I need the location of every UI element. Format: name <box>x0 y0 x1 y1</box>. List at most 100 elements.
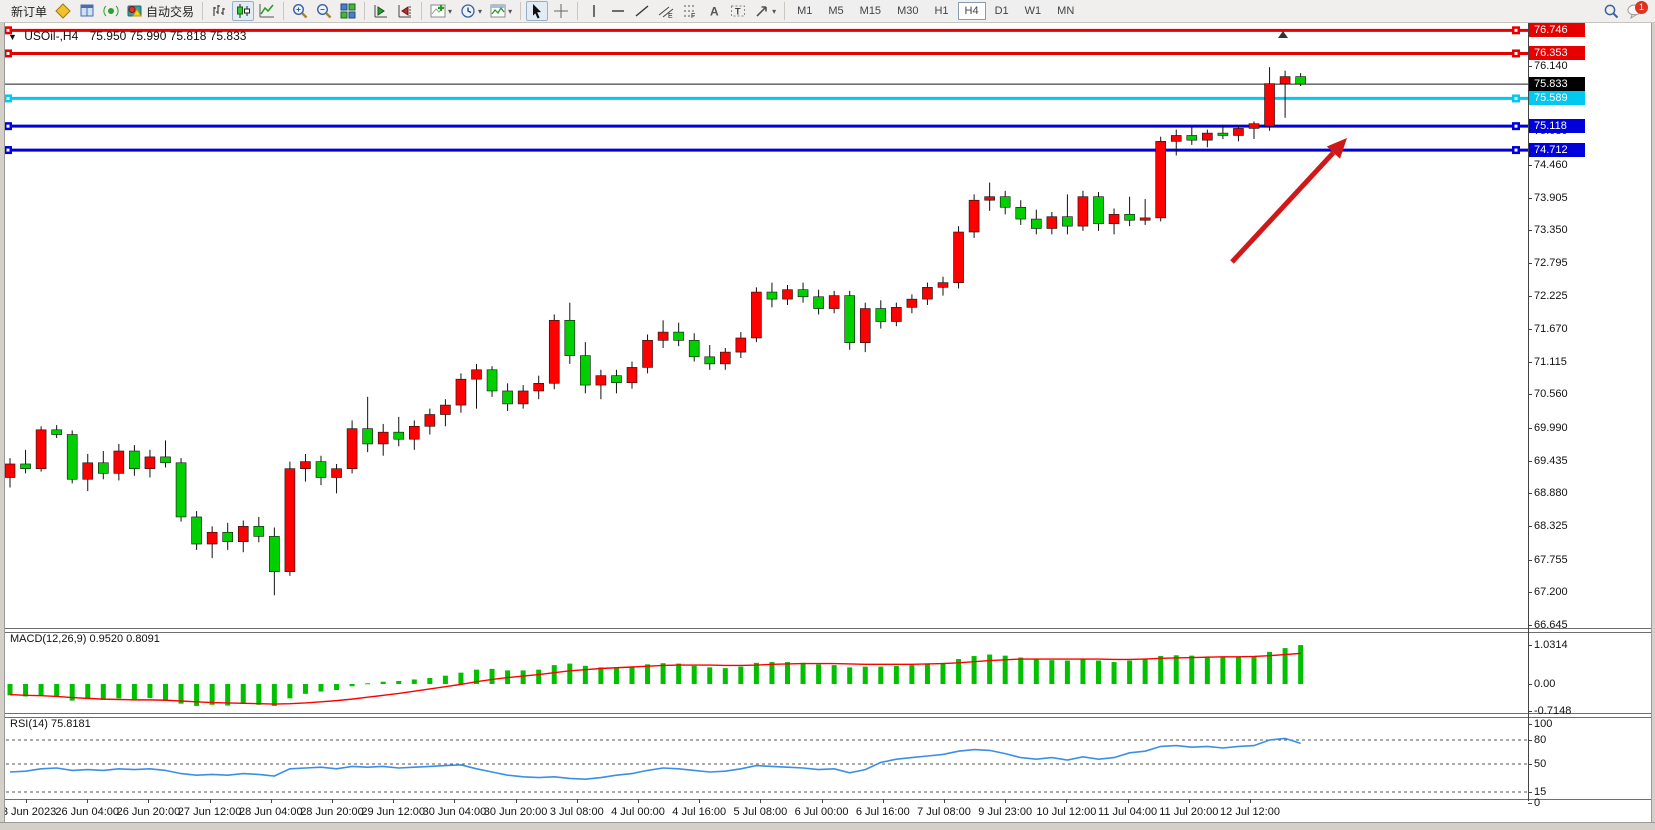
candle-body <box>455 378 467 406</box>
date-tick <box>270 799 272 803</box>
auto-scroll-button[interactable] <box>370 1 392 21</box>
chart-shift-marker[interactable] <box>1278 31 1288 38</box>
alerts-icon <box>103 3 119 19</box>
candle-body <box>1170 135 1182 142</box>
pane-splitter-macd[interactable] <box>0 628 1655 633</box>
macd-bar <box>225 684 231 706</box>
macd-histogram <box>7 645 1304 706</box>
timeframe-M1[interactable]: M1 <box>790 2 820 20</box>
tile-windows-button[interactable] <box>337 1 359 21</box>
date-axis-border <box>0 799 1655 801</box>
timeframe-H4[interactable]: H4 <box>957 2 986 20</box>
macd-bar <box>54 684 60 697</box>
macd-bar <box>940 662 946 684</box>
macd-bar <box>924 663 930 684</box>
candle-body <box>362 428 373 445</box>
text-label-button[interactable]: T <box>727 1 749 21</box>
price-chart-pane[interactable] <box>0 24 1528 630</box>
date-tick <box>332 799 333 803</box>
horizontal-line-button[interactable] <box>607 1 629 21</box>
candlesticks[interactable] <box>4 67 1306 596</box>
cursor-button[interactable] <box>526 1 549 21</box>
crosshair-button[interactable] <box>550 1 572 21</box>
candlestick-chart-button[interactable] <box>232 1 255 21</box>
rsi-axis-tick <box>1528 764 1532 765</box>
macd-bar <box>287 684 293 699</box>
timeframe-D1[interactable]: D1 <box>987 2 1016 20</box>
candle-body <box>844 295 856 343</box>
price-tick-label: 68.325 <box>1534 520 1568 533</box>
candle-body <box>968 199 980 233</box>
macd-bar <box>598 667 604 684</box>
candle-body <box>611 375 622 384</box>
zoom-out-button[interactable] <box>313 1 335 21</box>
timeframe-H1[interactable]: H1 <box>927 2 956 20</box>
equidistant-channel-button[interactable]: E <box>655 1 677 21</box>
autotrade-button[interactable]: 自动交易 <box>124 1 197 21</box>
search-button[interactable] <box>1600 1 1622 21</box>
candle-body <box>891 307 902 322</box>
rsi-line <box>9 737 1301 781</box>
zoom-in-button[interactable] <box>289 1 311 21</box>
timeframe-M15[interactable]: M15 <box>852 2 889 20</box>
window-bottom-edge <box>0 822 1655 830</box>
candle-body <box>315 461 327 478</box>
cursor-icon <box>529 3 545 19</box>
templates-button[interactable]: ▾ <box>487 1 515 21</box>
annotation-arrow-shaft[interactable] <box>1230 150 1336 264</box>
macd-label: MACD(12,26,9) 0.9520 0.8091 <box>10 633 160 645</box>
indicators-button[interactable]: ▾ <box>427 1 455 21</box>
price-tick <box>1528 592 1532 594</box>
new-order-button[interactable]: 新订单 <box>5 1 50 21</box>
trendline-icon <box>634 3 650 19</box>
candle-body <box>502 390 513 405</box>
notifications-button[interactable]: 1 <box>1624 1 1648 21</box>
macd-pane[interactable] <box>0 631 1528 713</box>
timeframe-W1[interactable]: W1 <box>1017 2 1049 20</box>
vertical-line-button[interactable] <box>583 1 605 21</box>
price-tick <box>1528 526 1532 528</box>
candle-body <box>657 331 669 341</box>
price-badge-76.353: 76.353 <box>1529 46 1585 61</box>
date-label: 23 Jun 2023 <box>0 806 57 818</box>
trendline-button[interactable] <box>631 1 653 21</box>
candle-body <box>144 456 156 469</box>
pane-splitter-rsi[interactable] <box>0 713 1655 718</box>
macd-bar <box>147 684 153 698</box>
rsi-axis-label: 100 <box>1534 718 1553 730</box>
rsi-axis-tick <box>1528 740 1532 741</box>
macd-bar <box>878 666 884 684</box>
macd-bar <box>987 654 993 684</box>
text-button[interactable]: A <box>703 1 725 21</box>
market-watch-button[interactable] <box>52 1 74 21</box>
equidistant-channel-icon: E <box>658 3 674 19</box>
price-tick-label: 73.905 <box>1534 191 1568 204</box>
fibonacci-button[interactable]: F <box>679 1 701 21</box>
timeframe-MN[interactable]: MN <box>1050 2 1082 20</box>
bar-chart-button[interactable] <box>208 1 230 21</box>
rsi-axis-label: 15 <box>1534 786 1547 798</box>
date-axis: 23 Jun 2023 26 Jun 04:00 26 Jun 20:00 27 Ju… <box>0 23 1655 829</box>
line-handle-dot <box>1514 51 1518 55</box>
macd-bar <box>349 684 355 687</box>
candle-body <box>735 337 747 353</box>
macd-bar <box>520 670 526 684</box>
candle-body <box>1031 218 1042 229</box>
macd-bar <box>676 663 682 684</box>
timeframe-M5[interactable]: M5 <box>821 2 851 20</box>
chart-shift-button[interactable] <box>394 1 416 21</box>
price-tick-label: 72.225 <box>1534 290 1568 303</box>
data-window-button[interactable] <box>76 1 98 21</box>
rsi-pane[interactable] <box>0 716 1528 799</box>
one-click-trading-toggle[interactable]: ▼ <box>8 32 17 42</box>
line-chart-button[interactable] <box>256 1 278 21</box>
arrows-button[interactable]: ▾ <box>751 1 779 21</box>
alerts-button[interactable] <box>100 1 122 21</box>
macd-bar <box>1080 659 1086 684</box>
annotation-arrow-head[interactable] <box>1326 138 1347 159</box>
macd-bar <box>178 684 184 704</box>
timeframe-M30[interactable]: M30 <box>890 2 926 20</box>
rsi-label: RSI(14) 75.8181 <box>10 718 91 730</box>
date-label: 29 Jun 12:00 <box>361 806 425 818</box>
periods-button[interactable]: ▾ <box>457 1 485 21</box>
